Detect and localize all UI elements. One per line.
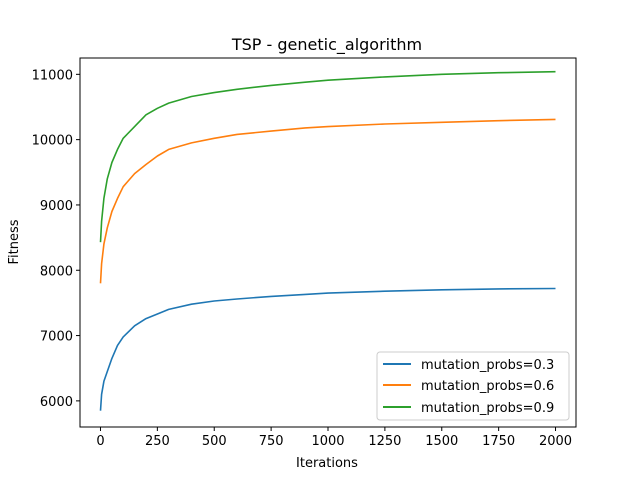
x-tick-label: 1500 — [425, 434, 458, 449]
legend-label-2: mutation_probs=0.9 — [421, 401, 554, 416]
legend-label-0: mutation_probs=0.3 — [421, 358, 554, 373]
chart-title: TSP - genetic_algorithm — [231, 35, 422, 55]
x-tick-label: 1750 — [482, 434, 515, 449]
x-tick-label: 1250 — [368, 434, 401, 449]
x-tick-label: 500 — [202, 434, 227, 449]
x-tick-label: 250 — [145, 434, 170, 449]
legend-box — [376, 351, 570, 421]
x-axis-label: Iterations — [296, 456, 358, 471]
series-line-1 — [99, 118, 556, 284]
plot-lines — [99, 70, 556, 411]
y-tick-label: 11000 — [32, 68, 73, 83]
x-tick-label: 750 — [259, 434, 284, 449]
y-axis-label: Fitness — [7, 219, 22, 264]
legend-label-1: mutation_probs=0.6 — [421, 379, 554, 394]
x-tick-label: 1000 — [311, 434, 344, 449]
y-tick-label: 7000 — [40, 330, 73, 345]
y-tick-label: 10000 — [32, 134, 73, 149]
legend: mutation_probs=0.3 mutation_probs=0.6 mu… — [376, 351, 570, 421]
series-line-0 — [99, 287, 556, 411]
y-tick-label: 6000 — [40, 395, 73, 410]
x-tick-label: 0 — [96, 434, 104, 449]
y-tick-label: 8000 — [40, 264, 73, 279]
x-tick-label: 2000 — [539, 434, 572, 449]
x-axis: 0 250 500 750 1000 1250 1500 1750 2000 — [96, 427, 572, 449]
y-axis: 6000 7000 8000 9000 10000 11000 — [32, 68, 80, 410]
series-line-2 — [99, 70, 556, 243]
y-tick-label: 9000 — [40, 199, 73, 214]
